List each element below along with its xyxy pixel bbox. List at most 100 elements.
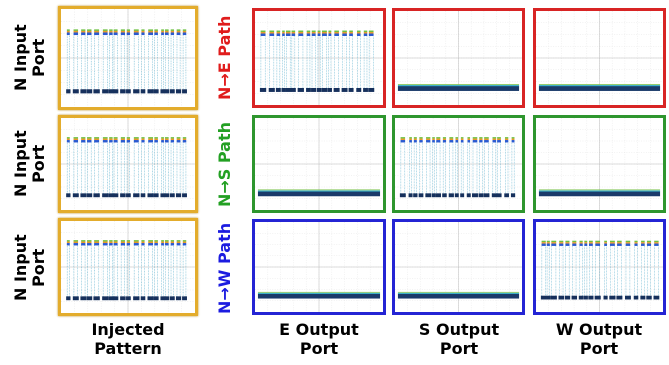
trace	[307, 31, 310, 32]
trace	[364, 31, 367, 32]
trace	[467, 139, 470, 140]
trace	[436, 139, 440, 140]
trace	[121, 29, 125, 31]
trace	[94, 243, 99, 245]
scope-panel	[58, 218, 198, 316]
trace	[161, 29, 164, 31]
trace	[183, 243, 186, 245]
trace	[74, 242, 79, 243]
trace	[426, 137, 430, 138]
trace	[109, 139, 112, 140]
trace	[539, 84, 660, 85]
trace	[141, 296, 146, 300]
trace	[610, 242, 615, 243]
trace	[357, 34, 361, 36]
trace	[401, 140, 406, 142]
trace	[318, 34, 321, 36]
trace	[121, 242, 125, 243]
trace	[154, 137, 158, 138]
trace	[286, 32, 291, 33]
column-label: Injected Pattern	[73, 320, 183, 358]
trace	[281, 88, 285, 92]
trace	[342, 31, 347, 32]
trace	[539, 191, 660, 196]
trace	[505, 139, 508, 140]
trace	[183, 240, 186, 241]
trace	[93, 296, 99, 300]
trace	[154, 193, 159, 197]
trace	[334, 88, 340, 92]
trace	[114, 137, 118, 138]
trace	[589, 241, 593, 242]
trace	[114, 29, 118, 31]
trace	[114, 140, 118, 142]
trace	[357, 32, 361, 33]
trace	[572, 242, 576, 243]
trace	[154, 31, 158, 33]
trace	[449, 140, 453, 142]
trace	[67, 29, 70, 31]
trace	[87, 139, 91, 140]
trace	[409, 139, 412, 140]
trace	[579, 242, 582, 243]
trace	[307, 34, 310, 36]
trace	[640, 296, 645, 300]
trace	[473, 140, 478, 142]
trace	[147, 193, 153, 197]
trace	[626, 242, 631, 243]
trace	[154, 243, 158, 245]
trace	[165, 137, 169, 138]
trace	[141, 140, 144, 142]
trace	[604, 244, 607, 246]
trace	[328, 88, 332, 92]
trace	[398, 292, 519, 293]
trace	[551, 296, 557, 300]
row-label: N Input Port	[8, 218, 52, 318]
trace	[479, 137, 482, 138]
trace	[171, 137, 174, 138]
trace	[432, 137, 435, 138]
trace	[512, 139, 515, 140]
trace	[120, 89, 126, 93]
trace	[127, 240, 130, 241]
trace	[176, 296, 181, 300]
trace	[109, 240, 112, 241]
trace	[170, 296, 175, 300]
trace	[134, 140, 139, 142]
trace	[369, 34, 374, 36]
trace	[483, 193, 489, 197]
trace	[277, 34, 281, 36]
trace	[114, 31, 118, 33]
trace	[565, 244, 569, 246]
trace	[165, 140, 169, 142]
trace	[306, 88, 311, 92]
trace	[147, 296, 153, 300]
trace	[67, 240, 70, 241]
trace	[154, 139, 158, 140]
trace	[269, 34, 274, 36]
trace	[161, 137, 164, 138]
trace	[277, 31, 281, 32]
trace	[148, 137, 153, 138]
trace	[484, 140, 489, 142]
trace	[81, 242, 85, 243]
trace	[617, 242, 622, 243]
trace	[579, 296, 584, 300]
trace	[87, 34, 91, 92]
scope-panel	[252, 115, 386, 213]
trace	[102, 89, 108, 93]
trace	[141, 32, 144, 35]
trace	[161, 139, 164, 140]
trace	[409, 137, 412, 138]
trace	[81, 137, 85, 138]
trace	[589, 244, 593, 246]
trace	[342, 88, 348, 92]
trace	[67, 32, 70, 35]
trace	[426, 140, 430, 142]
trace	[161, 240, 164, 241]
trace	[87, 242, 91, 243]
trace	[80, 296, 86, 300]
trace	[160, 296, 164, 300]
trace	[94, 240, 99, 241]
trace	[641, 242, 645, 243]
